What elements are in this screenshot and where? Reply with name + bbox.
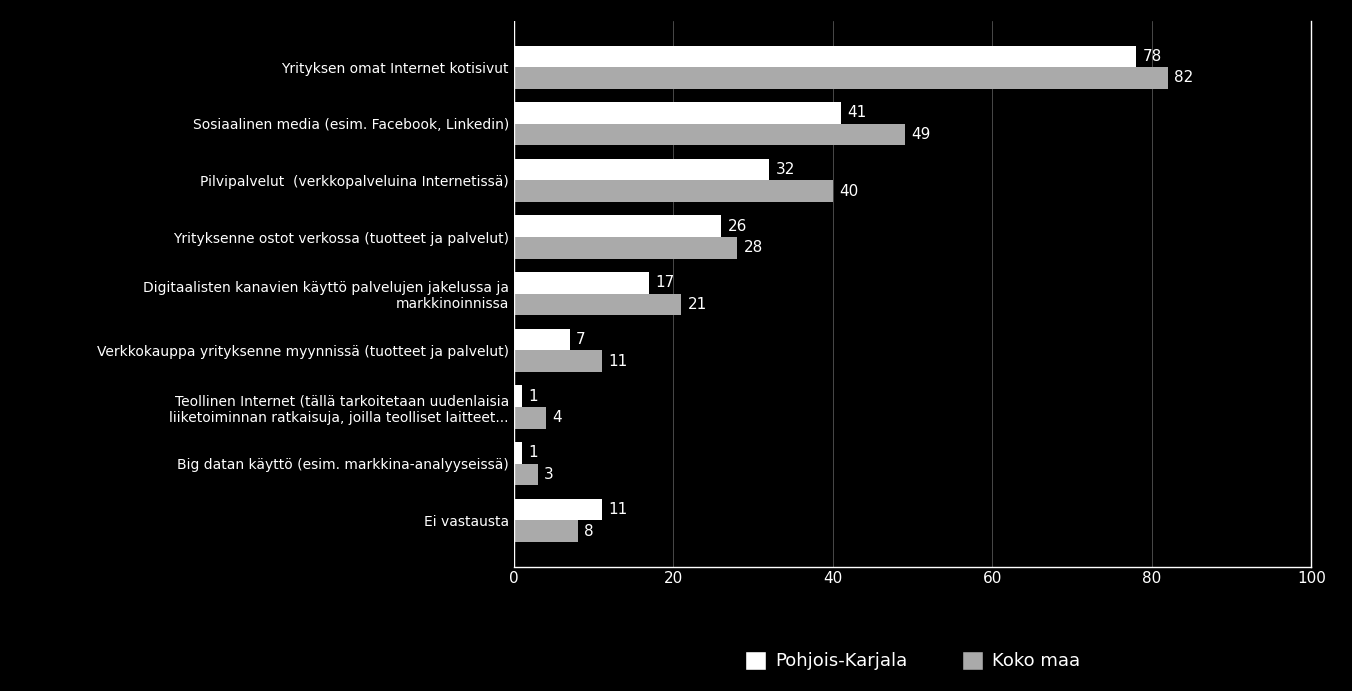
Bar: [514, 520, 577, 542]
Bar: [514, 67, 1168, 88]
Bar: [514, 159, 769, 180]
Text: 4: 4: [552, 410, 561, 425]
Text: 1: 1: [529, 389, 538, 404]
Text: 78: 78: [1142, 49, 1161, 64]
Text: 3: 3: [544, 467, 554, 482]
Text: 8: 8: [584, 524, 594, 538]
Bar: [514, 329, 569, 350]
Bar: [514, 442, 522, 464]
Bar: [514, 272, 649, 294]
Text: 82: 82: [1175, 70, 1194, 85]
Text: 26: 26: [727, 219, 746, 234]
Bar: [514, 180, 833, 202]
Text: 40: 40: [840, 184, 859, 198]
Text: 7: 7: [576, 332, 585, 347]
Text: 28: 28: [744, 240, 763, 255]
Bar: [514, 386, 522, 407]
Legend: Pohjois-Karjala, Koko maa: Pohjois-Karjala, Koko maa: [737, 644, 1088, 678]
Text: 21: 21: [688, 297, 707, 312]
Bar: [514, 464, 538, 485]
Bar: [514, 124, 904, 145]
Text: 17: 17: [656, 276, 675, 290]
Bar: [514, 237, 737, 258]
Text: 1: 1: [529, 446, 538, 460]
Bar: [514, 294, 681, 315]
Bar: [514, 102, 841, 124]
Bar: [514, 46, 1136, 67]
Bar: [514, 350, 602, 372]
Text: 11: 11: [608, 354, 627, 368]
Bar: [514, 407, 546, 428]
Text: 11: 11: [608, 502, 627, 517]
Text: 32: 32: [776, 162, 795, 177]
Bar: [514, 499, 602, 520]
Text: 41: 41: [848, 106, 867, 120]
Bar: [514, 216, 721, 237]
Text: 49: 49: [911, 127, 930, 142]
